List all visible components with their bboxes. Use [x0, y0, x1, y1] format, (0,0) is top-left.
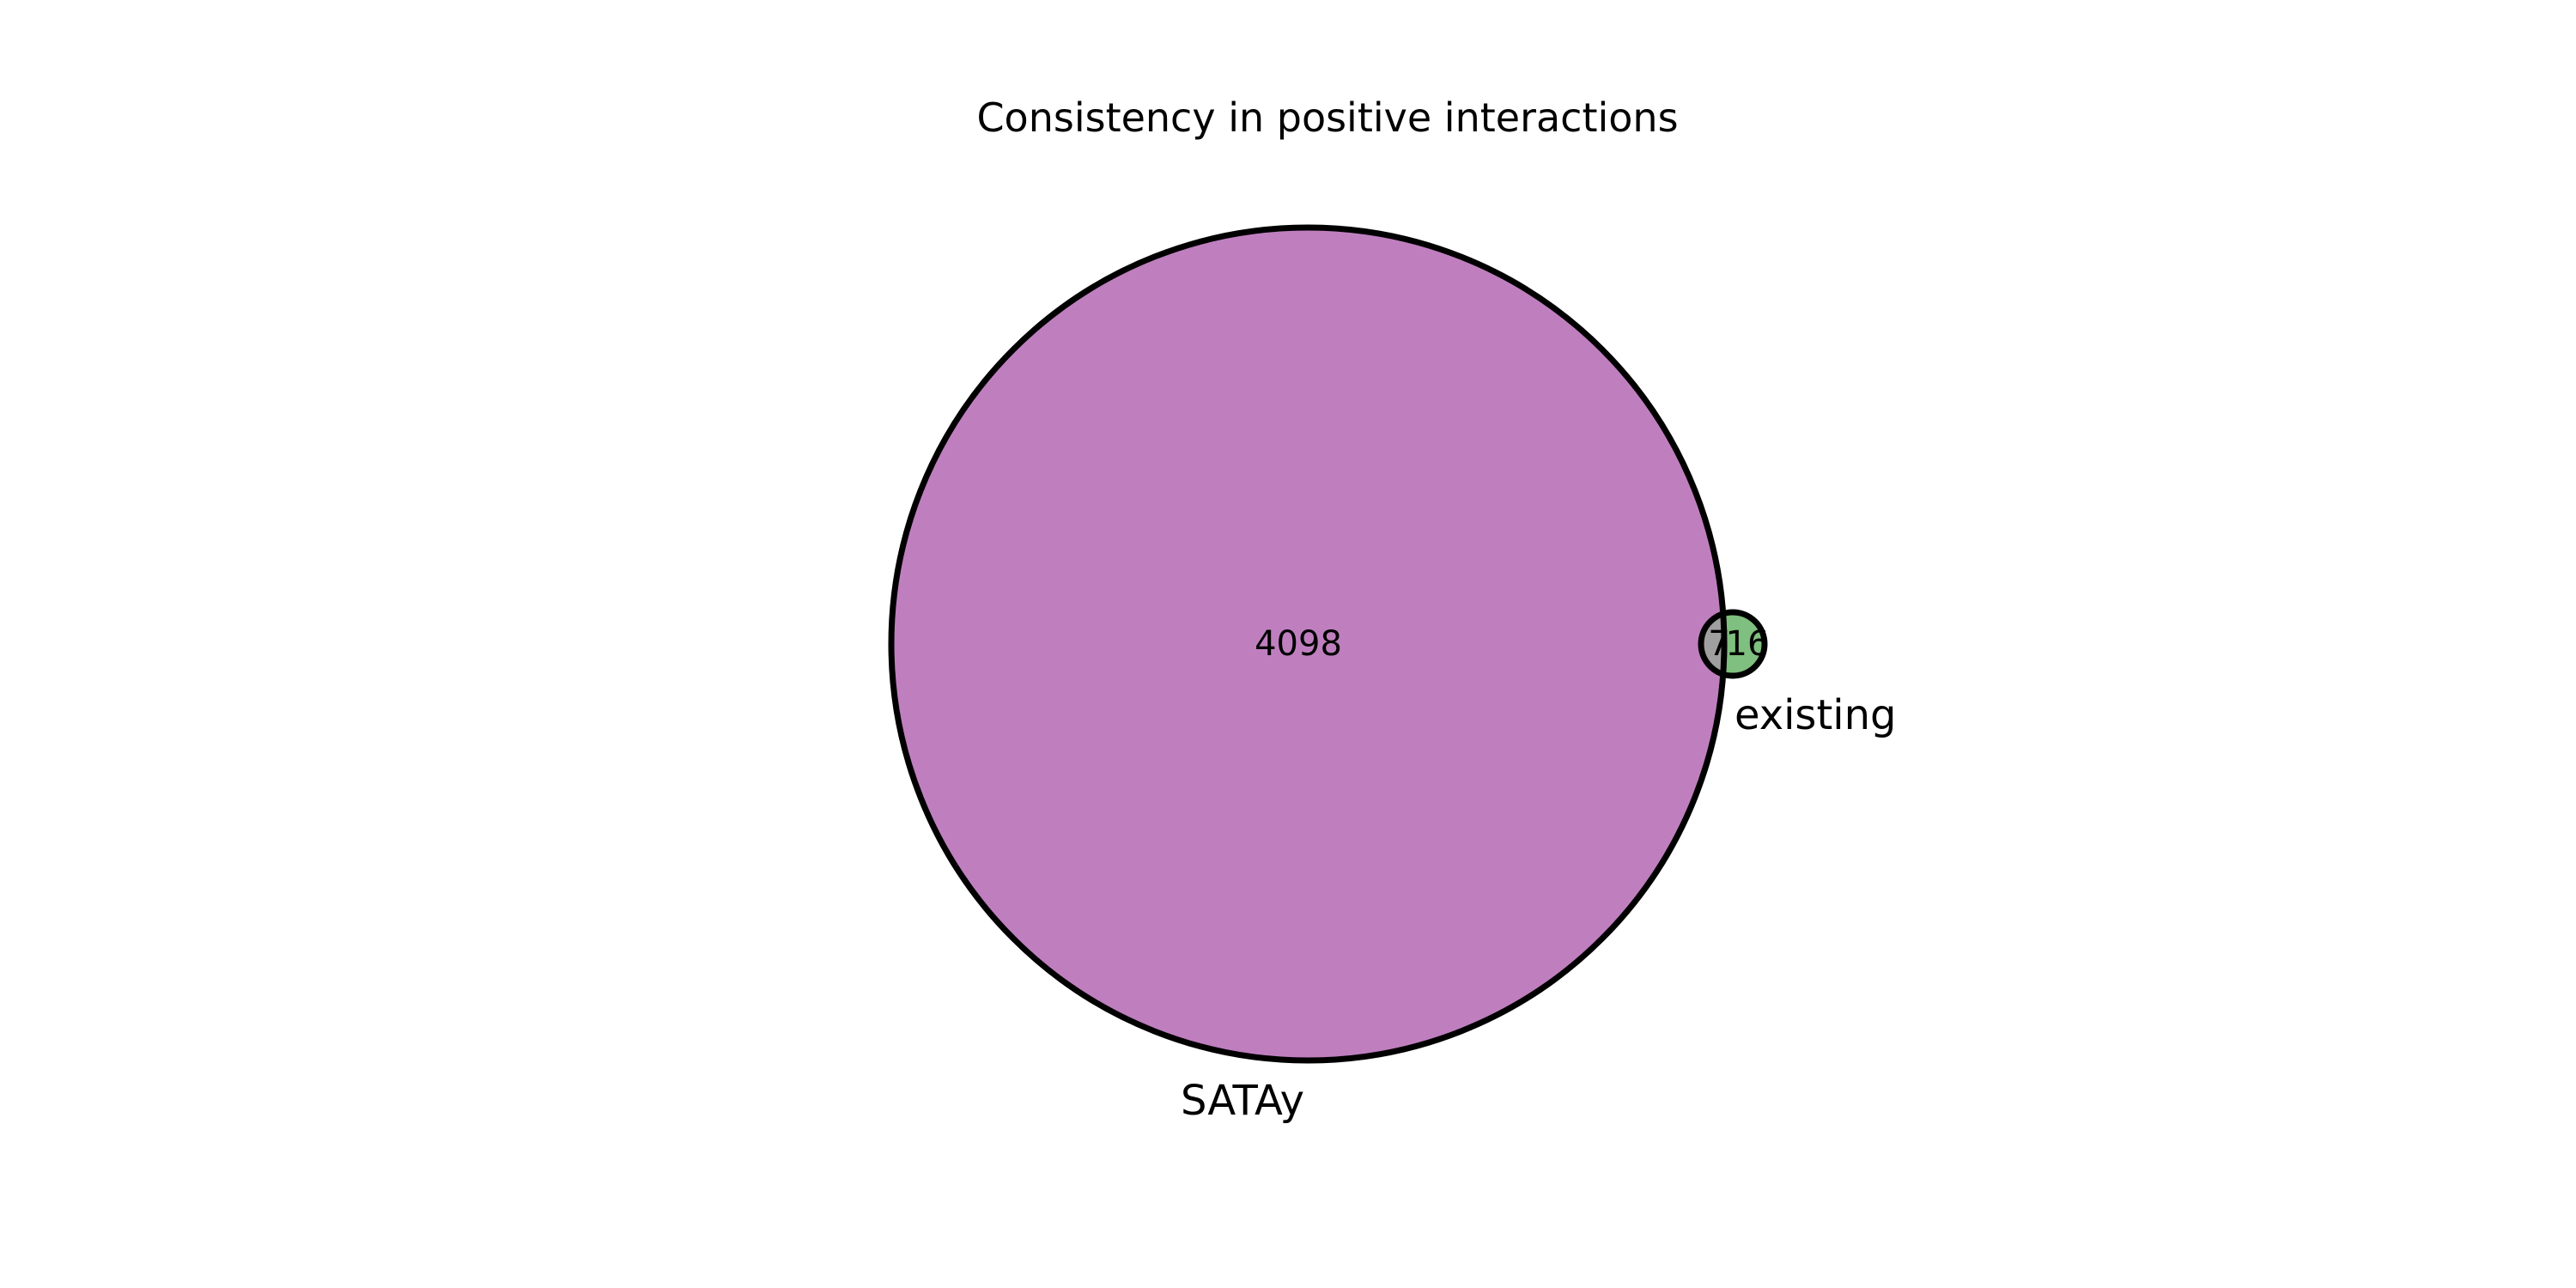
- satay-circle: [891, 228, 1724, 1060]
- existing-outline: [1698, 609, 1768, 679]
- existing-only-count: 16: [1726, 624, 1770, 664]
- overlap-count: 7: [1708, 624, 1729, 664]
- satay-outline: [888, 224, 1728, 1064]
- satay-set-label: SATAy: [1181, 1077, 1304, 1125]
- satay-only-count: 4098: [1255, 624, 1342, 664]
- diagram-title: Consistency in positive interactions: [976, 94, 1678, 141]
- overlap-region: [1701, 612, 1724, 676]
- existing-set-label: existing: [1735, 691, 1896, 739]
